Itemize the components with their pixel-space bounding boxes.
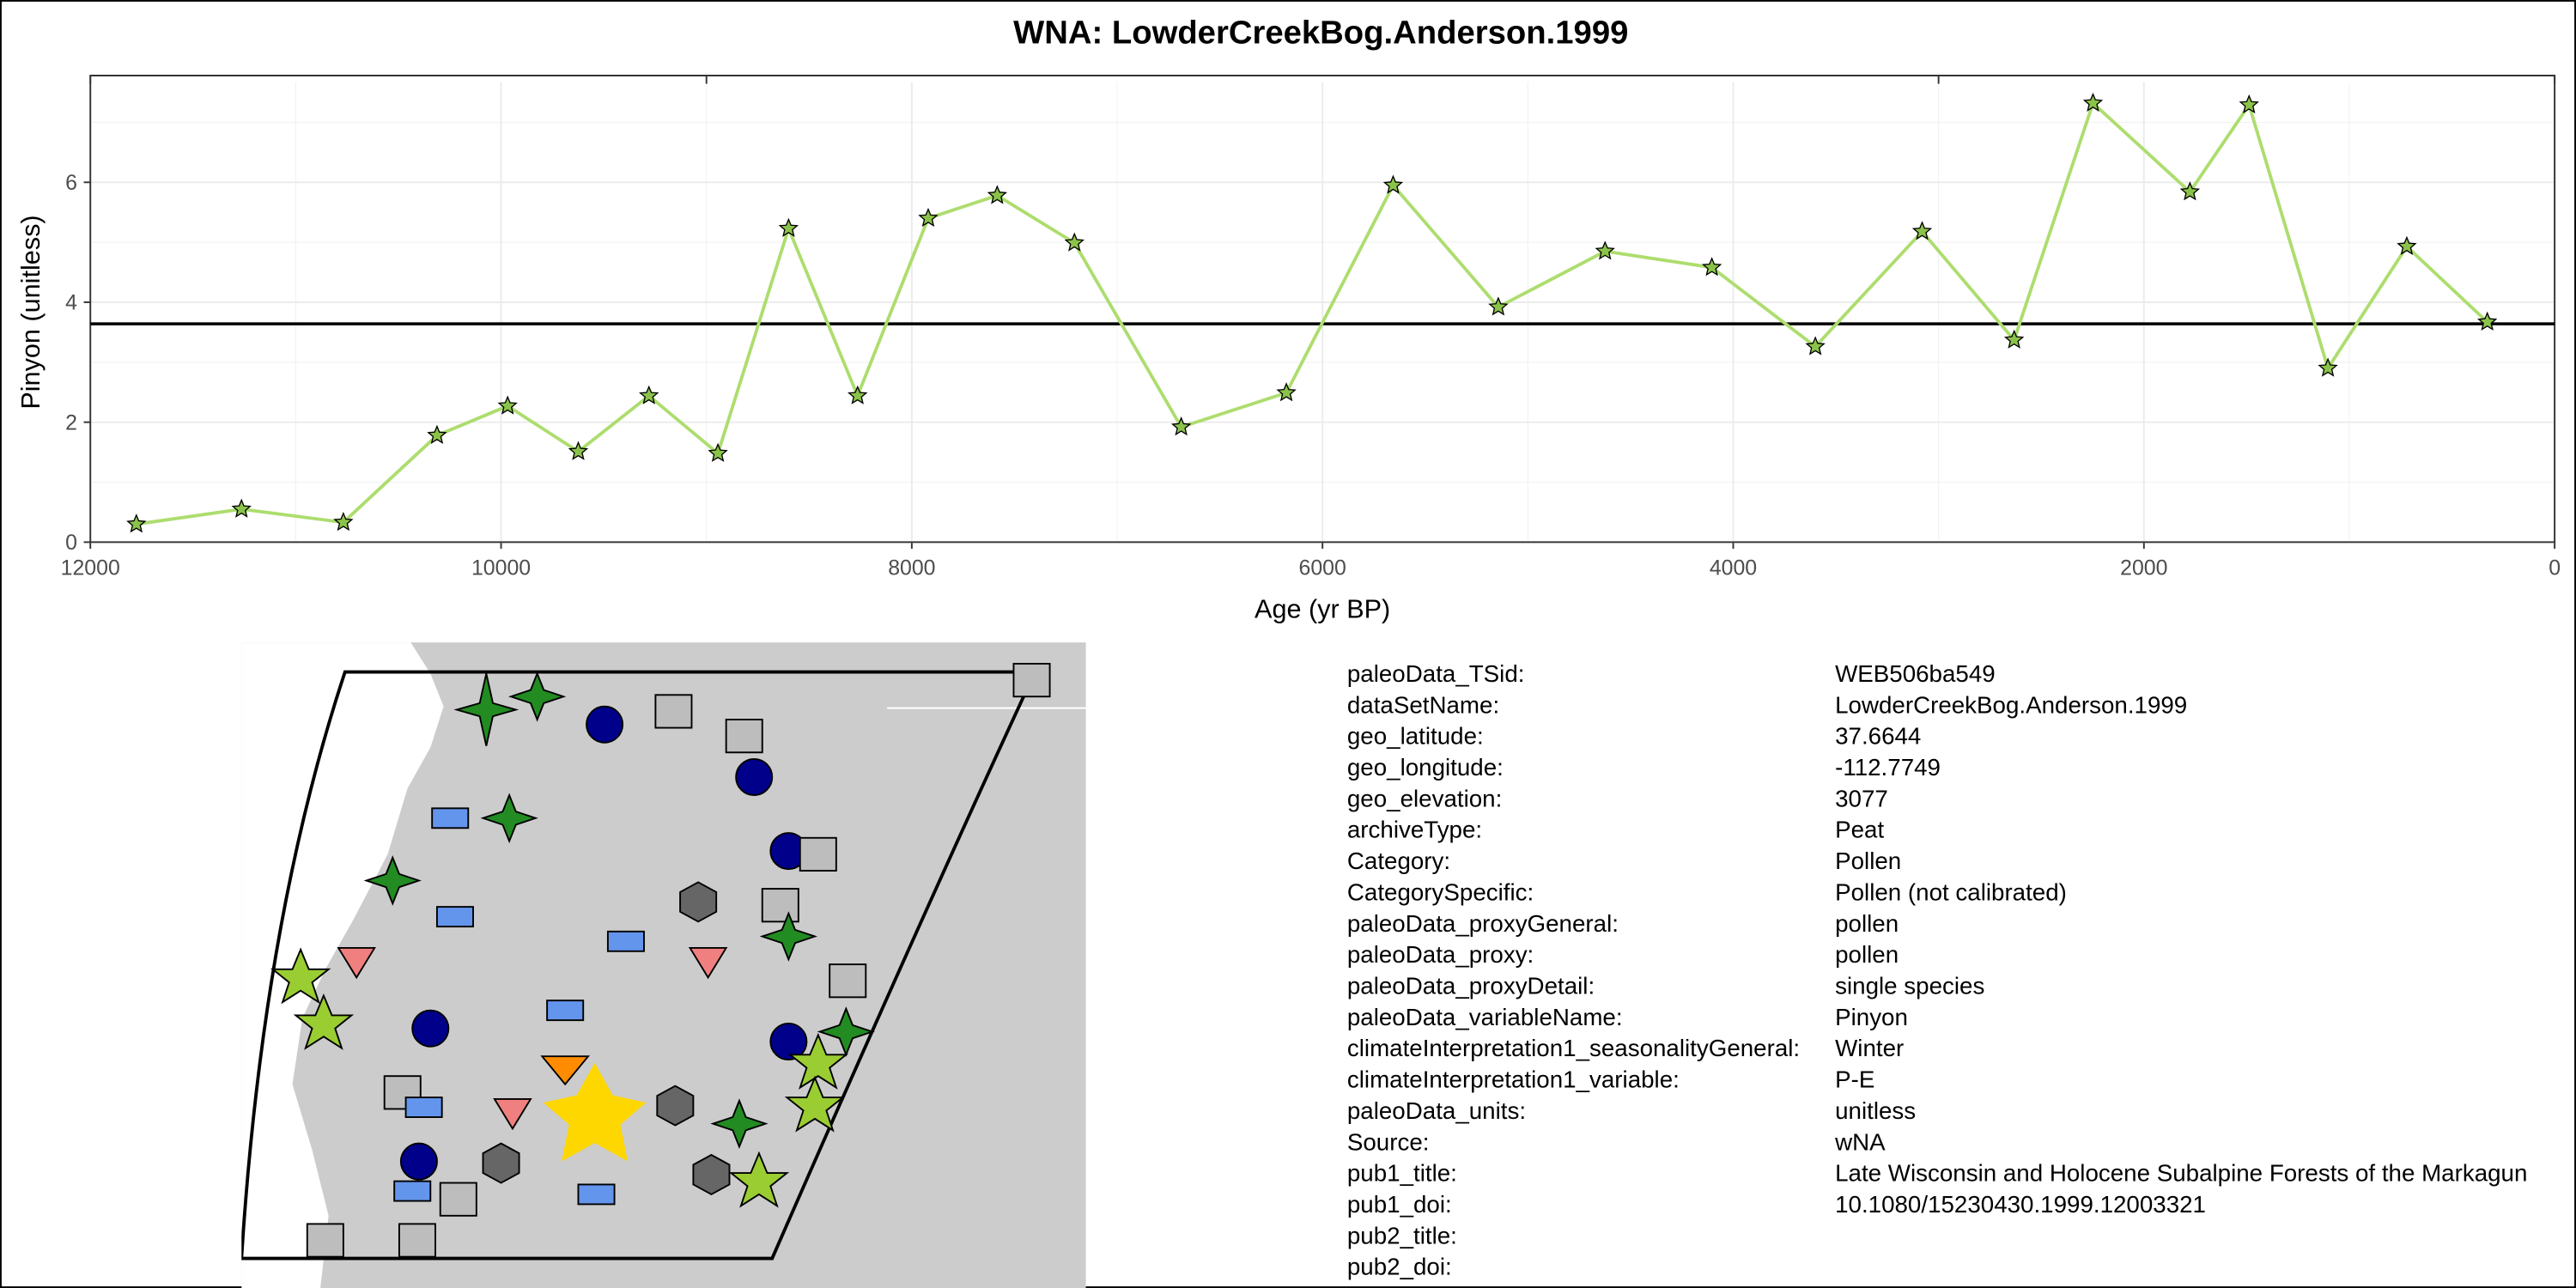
data-point (987, 185, 1008, 204)
data-line (136, 100, 2488, 526)
x-tick-label: 6000 (1299, 556, 1346, 580)
site-markers (270, 663, 1051, 1258)
metadata-value: P-E (1835, 1066, 1874, 1093)
data-point (497, 395, 518, 415)
metadata-key: paleoData_units: (1347, 1097, 1526, 1124)
region-boundary (241, 670, 1038, 1261)
metadata-key: Category: (1347, 848, 1450, 874)
data-point (2003, 329, 2025, 349)
x-tick-label: 0 (2549, 556, 2561, 580)
y-tick-label: 6 (65, 171, 77, 195)
metadata-value: pollen (1835, 941, 1899, 968)
x-axis-label: Age (yr BP) (1255, 594, 1390, 623)
metadata-value: Pollen (1835, 848, 1901, 874)
metadata-key: archiveType: (1347, 817, 1482, 843)
data-point (1382, 174, 1404, 194)
data-point (427, 424, 447, 444)
metadata-value: 10.1080/15230430.1999.12003321 (1835, 1191, 2206, 1218)
data-point (2397, 235, 2417, 255)
data-point (639, 385, 659, 404)
data-point (918, 207, 939, 228)
plot: 12000 10000 8000 6000 4000 2000 0 0 2 4 6 Age (yr B… (16, 75, 2561, 623)
metadata-key: Source: (1347, 1128, 1430, 1155)
metadata-key: geo_longitude: (1347, 754, 1504, 781)
data-point (1805, 336, 1826, 355)
metadata-value: unitless (1835, 1097, 1916, 1124)
data-point (2477, 311, 2498, 331)
data-point (708, 442, 728, 462)
metadata-key: climateInterpretation1_seasonalityGenera… (1347, 1035, 1800, 1061)
metadata-value: -112.7749 (1835, 754, 1941, 781)
metadata-value: 3077 (1835, 785, 1888, 811)
data-point (1701, 257, 1722, 276)
metadata-value: wNA (1834, 1128, 1886, 1155)
y-tick-label: 2 (65, 410, 77, 434)
data-point (2239, 94, 2259, 114)
data-point (1170, 416, 1192, 436)
ocean (241, 642, 444, 1288)
data-point (126, 513, 147, 533)
metadata-value: Pinyon (1835, 1004, 1908, 1030)
data-point (1488, 296, 1509, 316)
metadata-table: paleoData_TSid: WEB506ba549 dataSetName: Lo… (1347, 660, 2528, 1280)
metadata-key: paleoData_proxyDetail: (1347, 973, 1595, 999)
metadata-value: Late Wisconsin and Holocene Subalpine Fo… (1835, 1160, 2527, 1187)
data-point (778, 217, 799, 238)
data-point (1064, 232, 1084, 252)
metadata-key: paleoData_proxy: (1347, 941, 1534, 968)
data-point (1276, 382, 1297, 402)
data-point (848, 385, 868, 404)
metadata-key: geo_latitude: (1347, 723, 1484, 750)
data-point (2318, 357, 2338, 377)
metadata-value: Pollen (not calibrated) (1835, 878, 2067, 905)
metadata-value: LowderCreekBog.Anderson.1999 (1835, 691, 2187, 718)
y-axis-label: Pinyon (unitless) (16, 215, 46, 409)
metadata-key: pub2_title: (1347, 1222, 1457, 1249)
metadata-key: pub2_doi: (1347, 1254, 1452, 1280)
x-tick-label: 12000 (61, 556, 120, 580)
metadata-value: 37.6644 (1835, 723, 1921, 750)
metadata-value: Peat (1835, 817, 1884, 843)
metadata-key: dataSetName: (1347, 691, 1499, 718)
y-tick-label: 0 (65, 531, 77, 555)
chart-title: WNA: LowderCreekBog.Anderson.1999 (1013, 14, 1628, 51)
metadata-key: CategorySpecific: (1347, 878, 1534, 905)
x-tick-label: 8000 (888, 556, 935, 580)
top-axis (89, 75, 2556, 84)
data-point (231, 498, 252, 518)
x-tick-label: 2000 (2120, 556, 2167, 580)
metadata-value: WEB506ba549 (1835, 660, 1996, 687)
metadata-value: single species (1835, 973, 1984, 999)
metadata-value: pollen (1835, 910, 1899, 937)
metadata-key: paleoData_TSid: (1347, 660, 1525, 687)
metadata-key: pub1_doi: (1347, 1191, 1452, 1218)
x-tick-label: 4000 (1710, 556, 1757, 580)
data-point (333, 512, 354, 532)
metadata-key: paleoData_proxyGeneral: (1347, 910, 1619, 937)
metadata-key: pub1_title: (1347, 1160, 1457, 1187)
data-point (568, 440, 589, 460)
metadata-key: paleoData_variableName: (1347, 1004, 1623, 1030)
data-point (2179, 181, 2201, 201)
data-point (1911, 221, 1933, 240)
map (241, 642, 1086, 1288)
data-point (1595, 240, 1615, 260)
data-point (2082, 92, 2104, 112)
metadata-value: Winter (1835, 1035, 1904, 1061)
x-tick-label: 10000 (471, 556, 531, 580)
metadata-key: climateInterpretation1_variable: (1347, 1066, 1680, 1093)
y-tick-label: 4 (65, 291, 77, 315)
metadata-key: geo_elevation: (1347, 785, 1502, 811)
